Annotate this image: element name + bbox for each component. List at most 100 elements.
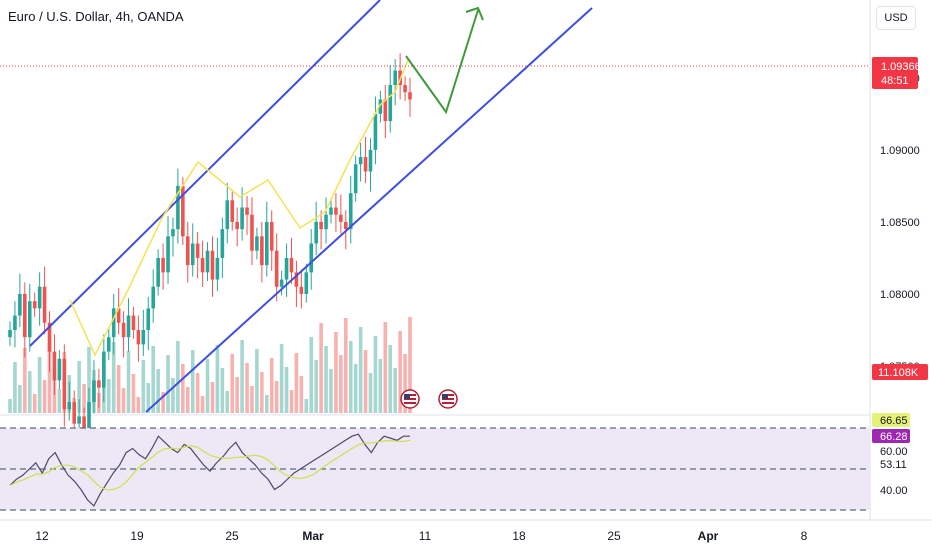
volume-bar <box>156 369 160 413</box>
volume-bar <box>294 353 299 413</box>
volume-bar <box>264 395 269 413</box>
y-tick-label: 1.09000 <box>880 145 920 157</box>
candle-body <box>92 380 96 403</box>
volume-bar <box>250 386 254 413</box>
chart-title: Euro / U.S. Dollar, 4h, OANDA <box>8 9 184 24</box>
volume-bar <box>166 355 170 413</box>
volume-bar <box>8 399 12 413</box>
candle-body <box>141 329 146 345</box>
volume-badge-value: 11.108K <box>878 367 919 379</box>
volume-bar <box>32 394 37 413</box>
candle-body <box>102 351 106 388</box>
candle-body <box>72 402 76 424</box>
volume-bar <box>181 364 185 413</box>
candle-body <box>62 358 67 410</box>
candle-body <box>324 214 328 230</box>
y-tick-label: 1.08000 <box>880 289 920 301</box>
candle-body <box>131 315 136 330</box>
volume-bar <box>274 381 279 413</box>
candle-body <box>146 308 151 330</box>
candle-body <box>42 286 47 323</box>
volume-bar <box>319 323 323 413</box>
volume-bar <box>235 377 239 413</box>
candle-body <box>269 221 274 251</box>
us-flag-icon <box>438 389 458 409</box>
candle-body <box>304 272 309 294</box>
projection-arrowhead <box>465 6 484 21</box>
volume-bar <box>42 380 47 413</box>
rsi-level-label: 60.00 <box>880 446 908 458</box>
candle-body <box>260 236 264 266</box>
rsi-level-label: 40.00 <box>880 485 908 497</box>
candle-body <box>116 308 121 323</box>
volume-bar <box>403 354 407 413</box>
volume-bar <box>309 337 314 413</box>
x-tick-label: 11 <box>419 529 432 543</box>
x-tick-label: 8 <box>801 529 808 543</box>
candle-body <box>205 250 210 273</box>
volume-bar <box>87 347 91 413</box>
x-tick-label: Apr <box>698 529 719 543</box>
candle-body <box>13 315 17 330</box>
volume-bar <box>358 327 363 413</box>
volume-bar <box>146 383 151 413</box>
candle-body <box>274 250 279 287</box>
candle-body <box>245 207 249 215</box>
volume-bar <box>373 336 378 413</box>
y-tick-label: 1.08500 <box>880 217 920 229</box>
candle-body <box>334 207 338 215</box>
volume-bar <box>111 342 116 413</box>
volume-bar <box>408 317 412 413</box>
rsi-line <box>9 433 410 507</box>
volume-bar <box>225 391 230 413</box>
price-badge-countdown: 48:51 <box>881 75 909 87</box>
candle-body <box>309 243 314 273</box>
volume-bar <box>230 354 235 413</box>
candle-body <box>37 286 42 309</box>
volume-bar <box>393 368 397 413</box>
candle-body <box>52 351 57 381</box>
volume-bar <box>106 379 111 413</box>
rsi-current-badge <box>872 429 910 443</box>
candle-body <box>151 286 156 309</box>
rsi-high-label: 66.65 <box>880 415 908 427</box>
candle-body <box>294 272 299 287</box>
candle-body <box>388 85 393 122</box>
volume-bar <box>299 376 304 413</box>
candle-body <box>210 250 215 280</box>
volume-bar <box>289 390 294 413</box>
candle-body <box>195 243 200 258</box>
price-badge <box>872 57 918 89</box>
candle-body <box>235 221 239 230</box>
volume-bars <box>8 317 412 413</box>
x-tick-label: 12 <box>35 529 49 543</box>
volume-bar <box>13 362 17 413</box>
volume-bar <box>240 340 244 413</box>
volume-bar <box>176 341 180 413</box>
candle-body <box>97 380 101 388</box>
candle-body <box>240 207 244 230</box>
channel-upper-line <box>29 0 381 347</box>
volume-bar <box>353 364 358 413</box>
volume-bar <box>398 331 402 413</box>
currency-button[interactable]: USD <box>876 6 916 30</box>
candle-body <box>23 293 27 338</box>
volume-bar <box>171 378 175 413</box>
candle-body <box>284 257 289 280</box>
candle-body <box>319 221 323 230</box>
volume-bar <box>116 365 121 413</box>
volume-bar <box>205 359 210 413</box>
rsi-high-badge <box>872 413 910 427</box>
candle-body <box>215 257 220 280</box>
candle-body <box>279 279 284 287</box>
x-tick-label: Mar <box>302 529 324 543</box>
volume-bar <box>378 359 383 413</box>
x-tick-label: 25 <box>225 529 239 543</box>
candle-body <box>403 85 407 93</box>
volume-bar <box>334 332 338 413</box>
volume-bar <box>304 399 309 413</box>
x-tick-label: 18 <box>512 529 526 543</box>
volume-bar <box>18 385 22 413</box>
candle-body <box>47 322 52 352</box>
candle-body <box>27 301 32 338</box>
